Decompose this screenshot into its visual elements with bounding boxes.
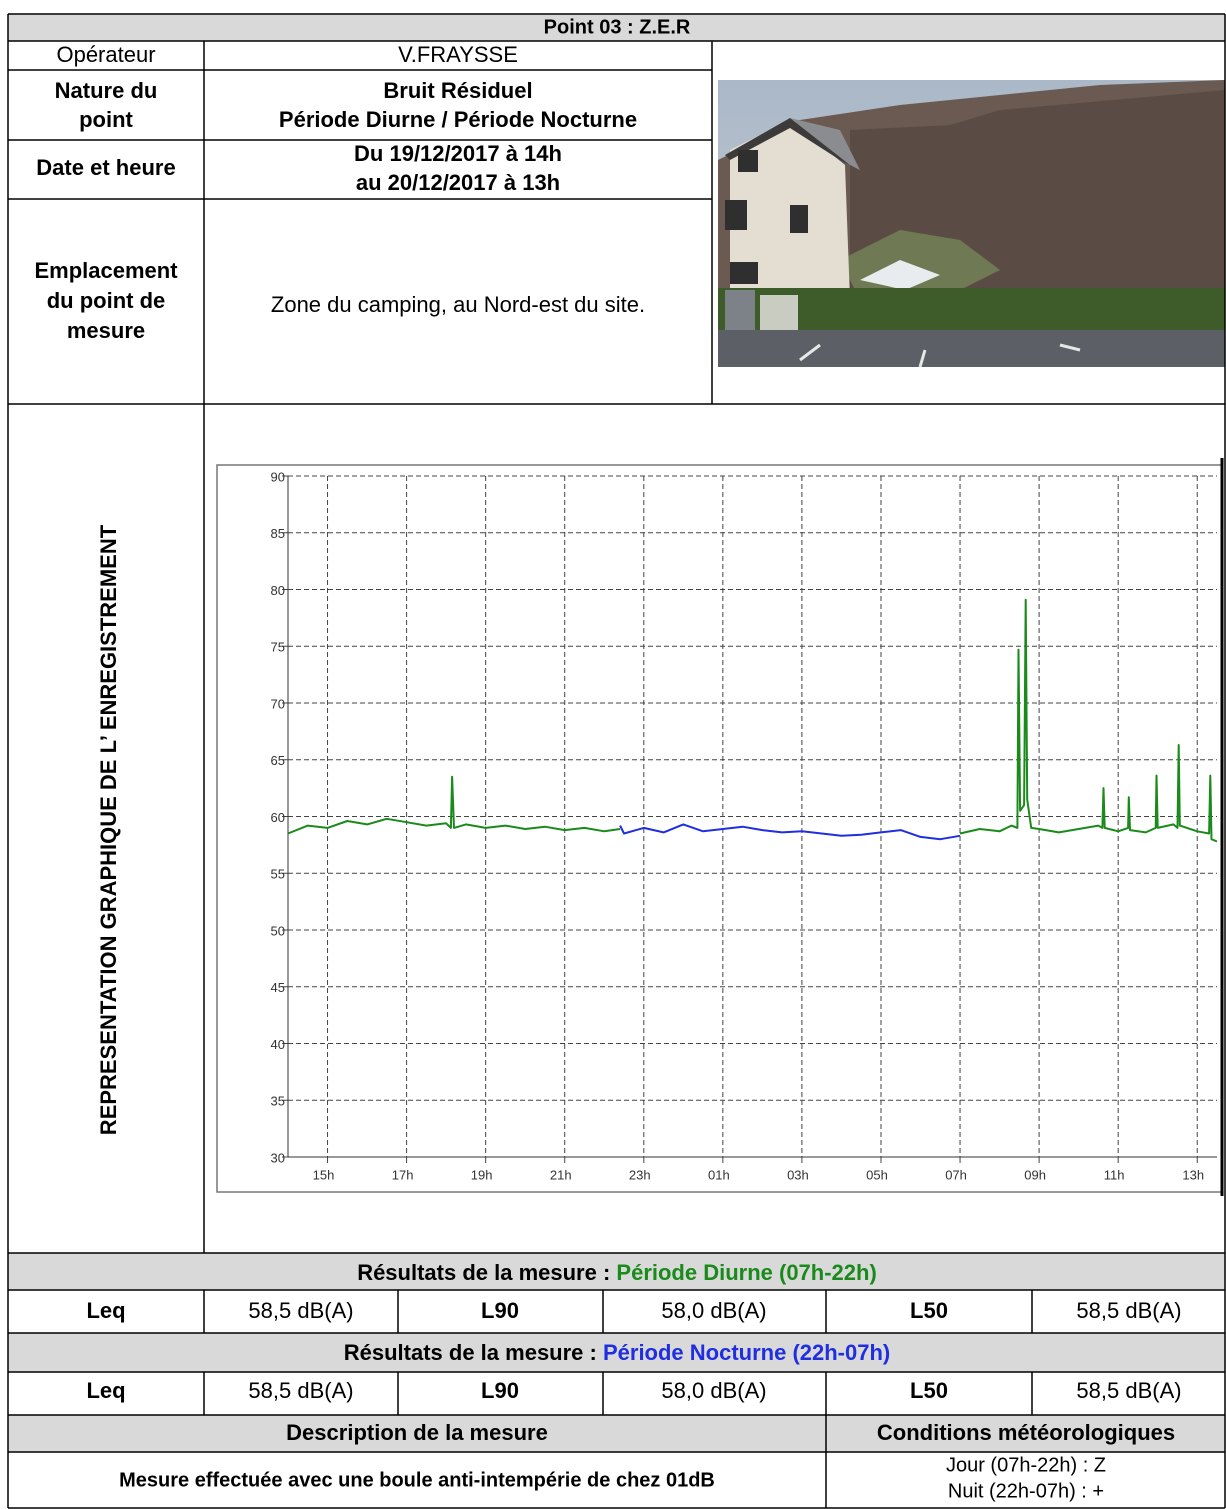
row-value: V.FRAYSSE	[398, 42, 518, 67]
x-tick-label: 19h	[471, 1167, 493, 1182]
results-header: Résultats de la mesure : Période Diurne …	[357, 1260, 877, 1285]
result-value: 58,5 dB(A)	[1076, 1298, 1181, 1323]
x-tick-label: 01h	[708, 1167, 730, 1182]
y-tick-label: 45	[271, 980, 285, 995]
borders	[7, 13, 1226, 1509]
result-label: L90	[481, 1298, 519, 1323]
y-tick-label: 40	[271, 1037, 285, 1052]
y-tick-label: 90	[271, 469, 285, 484]
results-header: Résultats de la mesure : Période Nocturn…	[344, 1340, 891, 1365]
result-value: 58,5 dB(A)	[1076, 1378, 1181, 1403]
y-tick-label: 80	[271, 583, 285, 598]
y-tick-label: 75	[271, 640, 285, 655]
description-header: Description de la mesure	[286, 1420, 548, 1445]
row-value: au 20/12/2017 à 13h	[356, 170, 560, 195]
period-name: Période Nocturne (22h-07h)	[603, 1340, 890, 1365]
row-value: Période Diurne / Période Nocturne	[279, 107, 637, 132]
x-tick-label: 07h	[945, 1167, 967, 1182]
graph-label: REPRESENTATION GRAPHIQUE DE L’ ENREGISTR…	[96, 524, 121, 1135]
result-label: L50	[910, 1298, 948, 1323]
x-tick-label: 21h	[550, 1167, 572, 1182]
row-label: Date et heure	[36, 155, 175, 180]
row-label: du point de	[47, 288, 166, 313]
result-label: L90	[481, 1378, 519, 1403]
page-title: Point 03 : Z.E.R	[544, 16, 691, 38]
period-name: Période Diurne (07h-22h)	[616, 1260, 876, 1285]
row-label: point	[79, 107, 133, 132]
row-value: Bruit Résiduel	[383, 78, 532, 103]
x-tick-label: 23h	[629, 1167, 651, 1182]
result-value: 58,0 dB(A)	[661, 1378, 766, 1403]
y-tick-label: 70	[271, 696, 285, 711]
y-tick-label: 55	[271, 867, 285, 882]
result-label: Leq	[86, 1298, 125, 1323]
description-text: Mesure effectuée avec une boule anti-int…	[119, 1469, 715, 1491]
result-label: Leq	[86, 1378, 125, 1403]
x-tick-label: 17h	[392, 1167, 414, 1182]
row-label: Emplacement	[34, 258, 178, 283]
y-tick-label: 85	[271, 526, 285, 541]
row-value: Zone du camping, au Nord-est du site.	[271, 292, 645, 317]
y-tick-label: 65	[271, 753, 285, 768]
y-tick-label: 60	[271, 810, 285, 825]
weather-line: Nuit (22h-07h) : +	[948, 1480, 1104, 1502]
series-line	[287, 598, 1218, 843]
y-tick-label: 35	[271, 1094, 285, 1109]
header-bg	[8, 1333, 1225, 1372]
row-value: Du 19/12/2017 à 14h	[354, 141, 562, 166]
texts: Point 03 : Z.E.R Opérateur V.FRAYSSE Nature…	[34, 16, 1181, 1502]
result-label: L50	[910, 1378, 948, 1403]
photo	[718, 80, 1225, 367]
title-bg	[8, 14, 1225, 41]
row-label: Nature du	[55, 78, 158, 103]
header-bg	[8, 1253, 1225, 1290]
header-bg	[8, 1415, 1225, 1452]
series-line	[619, 823, 961, 841]
x-tick-label: 15h	[313, 1167, 335, 1182]
y-tick-label: 30	[271, 1150, 285, 1165]
x-tick-label: 11h	[1104, 1167, 1125, 1182]
result-value: 58,5 dB(A)	[248, 1378, 353, 1403]
x-tick-label: 05h	[866, 1167, 888, 1182]
weather-line: Jour (07h-22h) : Z	[946, 1454, 1106, 1476]
weather-header: Conditions météorologiques	[877, 1420, 1175, 1445]
row-label: mesure	[67, 318, 145, 343]
row-label: Opérateur	[56, 42, 155, 67]
result-value: 58,0 dB(A)	[661, 1298, 766, 1323]
x-tick-label: 13h	[1182, 1167, 1204, 1182]
result-value: 58,5 dB(A)	[248, 1298, 353, 1323]
results-label: Résultats de la mesure :	[344, 1340, 603, 1365]
results-label: Résultats de la mesure :	[357, 1260, 616, 1285]
chart: 30 35 40 45 50 55 60 65 70 75 80 85 90 15h 17h 19h 21h 23…	[216, 458, 1224, 1196]
backgrounds	[8, 14, 1225, 1452]
y-tick-label: 50	[271, 923, 285, 938]
x-tick-label: 09h	[1024, 1167, 1046, 1182]
x-tick-label: 03h	[787, 1167, 809, 1182]
